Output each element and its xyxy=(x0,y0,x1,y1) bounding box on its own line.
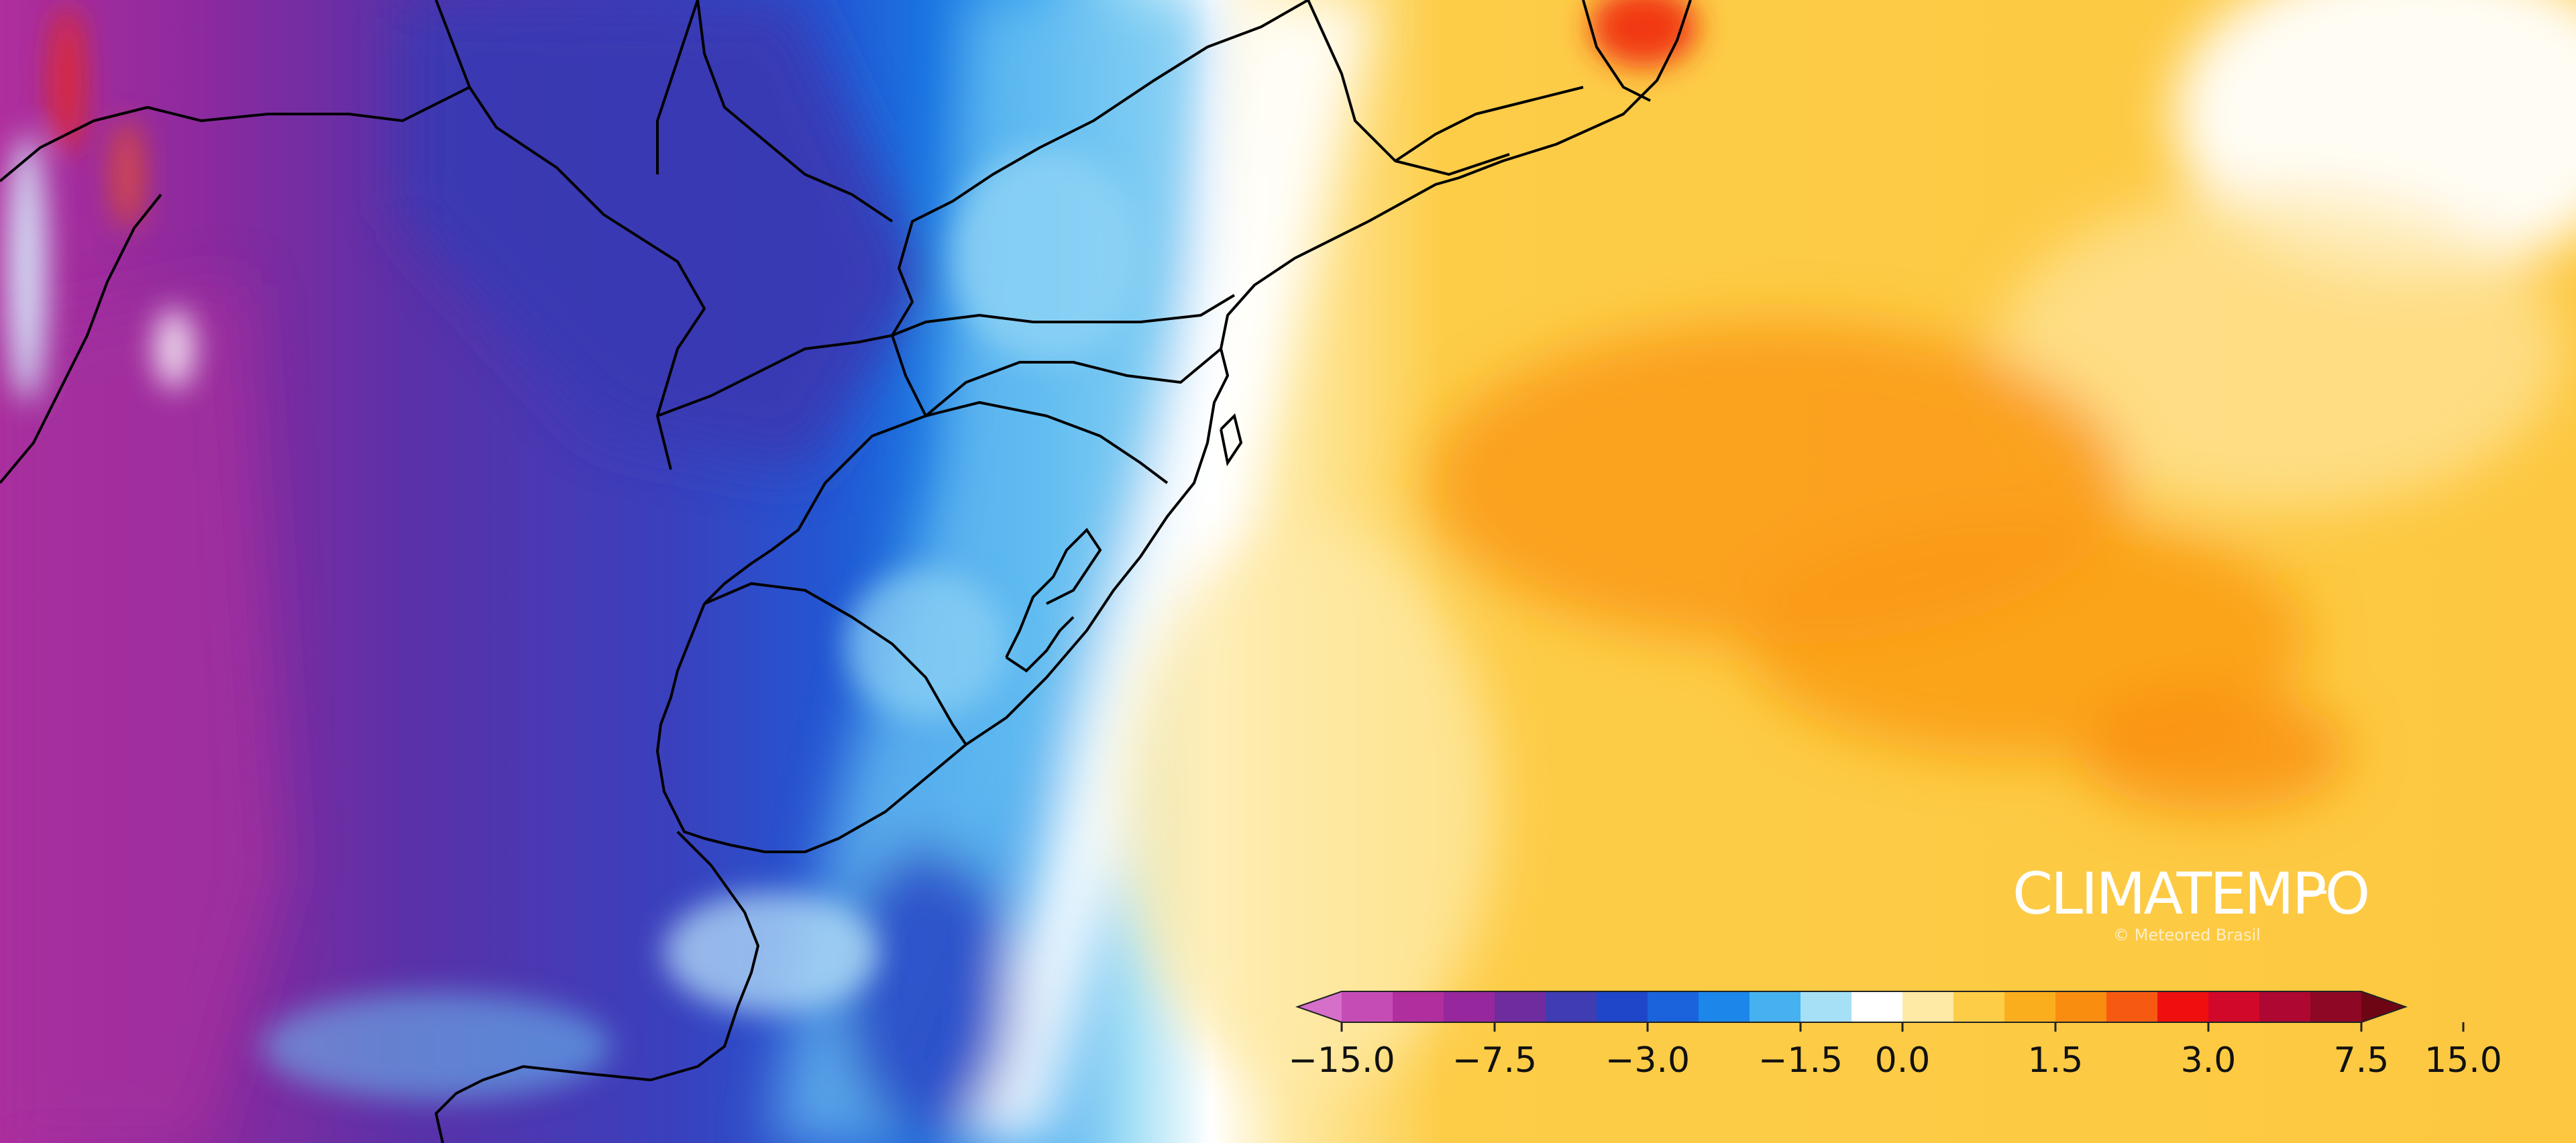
negative-core-blob xyxy=(402,0,926,470)
colorbar-swatch xyxy=(1648,991,1699,1022)
colorbar-swatch xyxy=(1851,991,1903,1022)
colorbar-swatch xyxy=(2310,991,2362,1022)
ilha-florianopolis xyxy=(1220,413,1243,467)
colorbar-swatch xyxy=(1699,991,1750,1022)
border-uruguay-rs xyxy=(704,582,967,746)
border-ms-parana xyxy=(657,334,893,417)
colorbar-tick-label: 0.0 xyxy=(1875,1040,1931,1081)
offshore-blue-blob xyxy=(839,845,1013,1140)
atlantic-coastline xyxy=(676,0,1692,853)
warm-streak-left-2 xyxy=(115,121,140,228)
watermark-subtitle: © Meteored Brasil xyxy=(2113,926,2261,944)
colorbar-swatch xyxy=(2055,991,2107,1022)
interior-light-pocket-3 xyxy=(664,892,879,1013)
colorbar-swatch xyxy=(1801,991,1852,1022)
colorbar-swatch xyxy=(1750,991,1801,1022)
border-paraguay xyxy=(435,0,706,470)
colorbar-swatch xyxy=(1597,991,1648,1022)
light-streak-left-2 xyxy=(154,309,195,389)
border-rs-argentina xyxy=(703,401,1169,605)
plata-estuary-coast xyxy=(435,830,759,1143)
interior-light-pocket-2 xyxy=(845,570,1006,718)
border-sp-rj xyxy=(1394,86,1584,162)
pale-yellow-patch-s xyxy=(1120,523,1496,1087)
colorbar-extend-max xyxy=(2361,991,2406,1022)
lagoa-dos-patos xyxy=(1005,527,1102,673)
warm-streak-left-1 xyxy=(52,7,82,154)
border-mg-es xyxy=(1582,0,1651,102)
border-argentina-north xyxy=(0,193,162,484)
field-detail xyxy=(7,0,1697,1100)
interior-light-pocket-1 xyxy=(953,148,1140,362)
light-streak-left-1 xyxy=(7,134,47,402)
pale-yellow-patch-ne xyxy=(1999,188,2563,510)
border-mg-rj xyxy=(1307,0,1510,176)
magenta-band-blob xyxy=(0,282,282,1143)
border-sc-rs xyxy=(924,347,1222,417)
orange-core-blob-3 xyxy=(2080,691,2348,812)
colorbar-swatch xyxy=(1902,991,1954,1022)
climatempo-logo: CLIMATEMPO © Meteored Brasil xyxy=(2012,861,2370,944)
colorbar-swatch xyxy=(2106,991,2158,1022)
colorbar-swatch xyxy=(1342,991,1393,1022)
colorbar-tick-label: 7.5 xyxy=(2334,1040,2390,1081)
colorbar-tick-label: −7.5 xyxy=(1452,1040,1537,1081)
border-parana-sp xyxy=(891,0,1309,337)
border-pr-sc xyxy=(891,294,1236,417)
uruguay-river xyxy=(656,603,706,819)
colorbar-tick-label: 1.5 xyxy=(2028,1040,2084,1081)
colorbar-extend-min xyxy=(1297,991,1342,1022)
colorbar-swatch xyxy=(1444,991,1495,1022)
colorbar-swatch xyxy=(1393,991,1444,1022)
border-ms-sp xyxy=(656,0,699,174)
climatempo-wordmark: CLIMATEMPO xyxy=(2012,861,2368,928)
colorbar-tick-label: −1.5 xyxy=(1758,1040,1843,1081)
white-transition-blob xyxy=(966,0,1375,1143)
colorbar-swatch xyxy=(2208,991,2260,1022)
colorbar-tick-label: −15.0 xyxy=(1288,1040,1395,1081)
colorbar-tick-label: −3.0 xyxy=(1605,1040,1690,1081)
interior-light-pocket-4 xyxy=(262,993,610,1100)
border-bolivia xyxy=(0,86,470,182)
colorbar-swatch xyxy=(2259,991,2311,1022)
colorbar-swatch xyxy=(1546,991,1597,1022)
colorbar-swatch xyxy=(1495,991,1546,1022)
colorbar: −15.0 −7.5 −3.0 −1.5 0.0 1.5 3.0 7.5 15.0 xyxy=(1288,991,2502,1081)
coastline-borders xyxy=(0,0,1692,1143)
colorbar-tick-label: 3.0 xyxy=(2181,1040,2237,1081)
colorbar-swatch xyxy=(2157,991,2209,1022)
border-sp-mg xyxy=(696,0,894,223)
colorbar-swatch xyxy=(2004,991,2056,1022)
colorbar-swatch xyxy=(1953,991,2005,1022)
warm-hotspot-ne xyxy=(1590,0,1697,67)
colorbar-tick-label: 15.0 xyxy=(2424,1040,2502,1081)
